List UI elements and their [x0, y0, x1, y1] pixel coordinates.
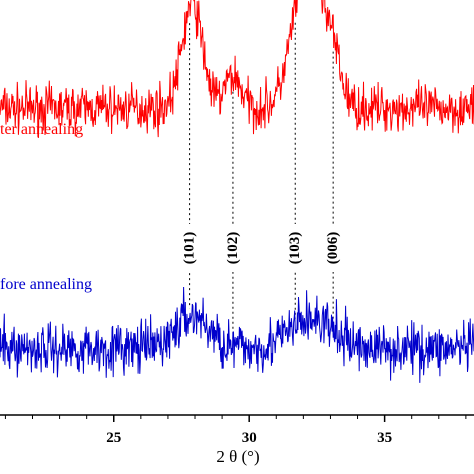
series-label-before: fore annealing [0, 276, 92, 293]
peak-label-2: (103) [287, 232, 303, 265]
peak-label-bg-2 [286, 224, 305, 272]
peak-label-0: (101) [182, 232, 198, 265]
series-line-0 [0, 0, 474, 139]
series-layer [0, 0, 474, 383]
x-axis-title: 2 θ (°) [216, 447, 259, 466]
peak-label-bg-3 [324, 224, 343, 272]
series-line-1 [0, 286, 474, 383]
peak-label-1: (102) [225, 232, 241, 265]
peak-labels: (101) (102) (103) (006) [180, 224, 343, 272]
x-tick-label-35: 35 [377, 430, 392, 446]
peak-label-bg-0 [180, 224, 199, 272]
series-label-after: ter annealing [0, 121, 83, 138]
x-axis: 25 30 35 [0, 414, 474, 446]
x-tick-label-25: 25 [106, 430, 121, 446]
reference-lines [189, 22, 334, 339]
x-tick-label-30: 30 [242, 430, 257, 446]
peak-label-bg-1 [223, 224, 242, 272]
x-ticks: 25 30 35 [4, 415, 467, 446]
peak-label-3: (006) [325, 232, 341, 265]
